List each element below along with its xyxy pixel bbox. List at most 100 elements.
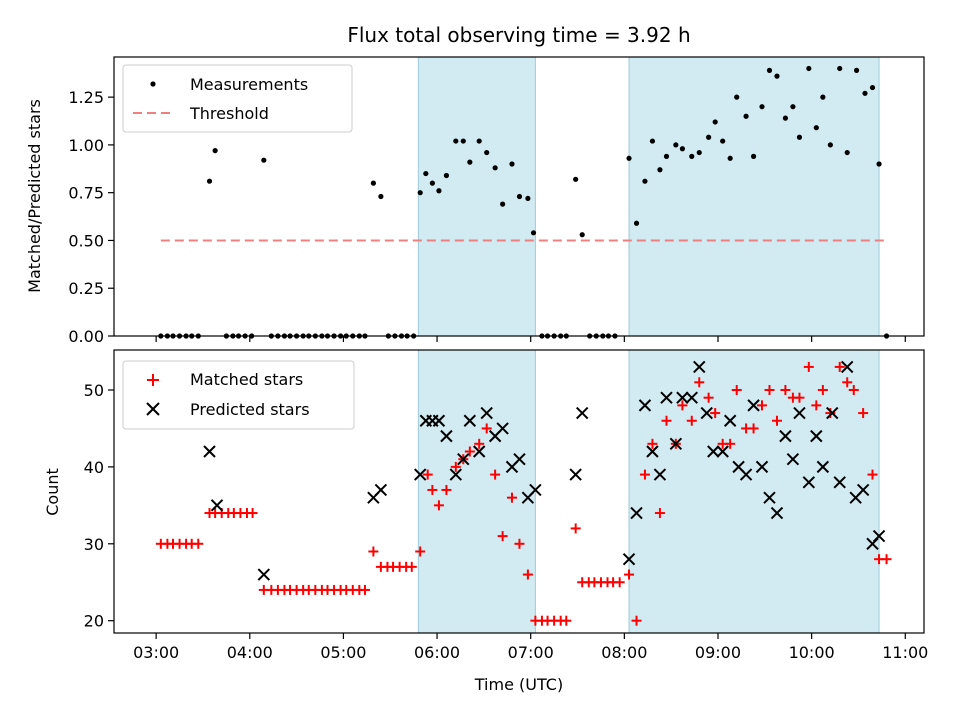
matched-point: [834, 361, 845, 372]
y-tick-label: 0.25: [68, 279, 104, 298]
measurement-point: [467, 159, 473, 165]
matched-point: [450, 461, 461, 472]
measurement-point: [633, 220, 640, 226]
x-axis-label: Time (UTC): [474, 675, 563, 694]
bottom-x-ticks: 03:00 04:00 05:00 06:00 07:00 08:00 09:00 10:00…: [133, 633, 928, 662]
predicted-point: [449, 468, 462, 481]
legend-label-threshold: Threshold: [189, 104, 269, 123]
measurement-point: [796, 134, 803, 140]
matched-point: [427, 484, 438, 495]
shaded-interval-bottom-1: [628, 349, 880, 634]
matched-point: [757, 400, 767, 411]
measurement-point: [261, 157, 267, 163]
predicted-point: [763, 491, 776, 504]
bottom-y-ticks: 20 30 40 50: [84, 381, 114, 631]
predicted-point: [210, 499, 224, 512]
y-tick-label: 1.25: [68, 88, 104, 107]
matched-point: [570, 523, 581, 534]
predicted-point: [723, 414, 737, 427]
measurement-point: [862, 90, 868, 96]
predicted-point: [529, 483, 542, 497]
matched-point: [368, 546, 379, 557]
matched-point: [703, 392, 714, 403]
predicted-point: [660, 391, 673, 404]
x-tick-label: 07:00: [508, 643, 554, 662]
matched-point: [506, 492, 517, 503]
predicted-point: [432, 414, 446, 427]
predicted-point: [793, 406, 806, 420]
matched-point: [193, 538, 204, 549]
measurement-point: [370, 180, 376, 186]
top-axes-frame: [113, 56, 925, 337]
matched-point: [686, 415, 697, 426]
x-tick-label: 06:00: [414, 643, 460, 662]
predicted-point: [802, 476, 816, 489]
predicted-point: [747, 399, 760, 412]
x-tick-label: 05:00: [320, 643, 366, 662]
predicted-point: [770, 506, 784, 520]
measurement-point: [579, 232, 585, 238]
legend-label-predicted: Predicted stars: [190, 400, 310, 419]
y-tick-label: 20: [84, 612, 104, 631]
measurement-point: [766, 67, 773, 73]
measurement-point: [429, 180, 435, 186]
x-tick-label: 10:00: [789, 643, 835, 662]
predicted-point: [513, 452, 526, 466]
measurement-point: [820, 94, 826, 100]
top-x-ticks: [155, 336, 906, 342]
predicted-point: [872, 529, 886, 543]
measurement-point: [530, 230, 537, 236]
matched-point: [441, 484, 452, 495]
matched-point: [817, 384, 828, 395]
x-tick-label: 08:00: [601, 643, 647, 662]
matched-point: [624, 569, 635, 580]
measurement-point: [689, 153, 695, 159]
measurement-point: [806, 65, 812, 72]
measurement-point: [837, 65, 843, 72]
measurement-point: [734, 94, 740, 100]
measurement-point: [663, 153, 670, 159]
predicted-point: [569, 468, 582, 481]
shaded-interval-bottom-0: [417, 349, 536, 634]
measurement-point: [876, 161, 882, 167]
y-tick-label: 30: [84, 535, 104, 554]
matched-point: [771, 415, 782, 426]
predicted-point: [685, 391, 698, 404]
predicted-point: [779, 429, 792, 443]
measurement-point: [679, 146, 686, 152]
x-tick-label: 09:00: [695, 643, 741, 662]
bottom-legend-box: [122, 360, 355, 430]
x-tick-label: 11:00: [882, 643, 928, 662]
legend-marker-predicted: [146, 402, 160, 416]
measurement-point: [460, 138, 466, 144]
shaded-interval-top-1: [628, 56, 880, 337]
matched-point: [764, 384, 775, 395]
matched-point: [825, 408, 836, 419]
y-tick-label: 0.75: [68, 184, 104, 203]
matched-point: [858, 408, 869, 419]
predicted-point: [669, 437, 683, 451]
matched-point: [514, 538, 525, 549]
x-tick-label: 03:00: [133, 643, 179, 662]
predicted-point: [646, 445, 659, 458]
measurement-point: [476, 138, 482, 144]
measurement-point: [759, 104, 765, 110]
matched-point: [780, 384, 791, 395]
matched-point: [631, 615, 642, 626]
predicted-point: [203, 445, 216, 458]
predicted-point: [440, 429, 453, 443]
measurement-point: [212, 148, 218, 154]
chart-title: Flux total observing time = 3.92 h: [347, 23, 690, 47]
measurement-point: [417, 190, 423, 196]
measurement-point: [500, 201, 506, 207]
y-tick-label: 50: [84, 381, 104, 400]
measurement-point: [712, 119, 718, 125]
measurement-point: [642, 178, 648, 184]
predicted-point: [841, 360, 854, 374]
predicted-point: [622, 552, 636, 566]
measurement-point: [720, 138, 726, 144]
matched-point: [694, 377, 705, 388]
measurement-point: [813, 125, 819, 131]
